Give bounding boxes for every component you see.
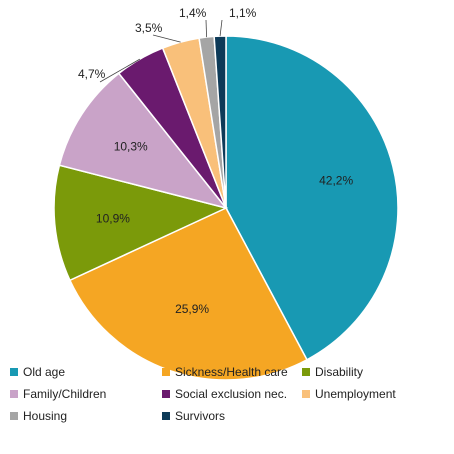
legend-swatch [10,367,18,376]
legend-item: Survivors [162,408,302,423]
legend-label: Housing [23,408,68,423]
leader-lines [99,19,223,83]
slice-label: 10,3% [114,139,148,153]
slice-label: 1,1% [229,6,257,20]
legend-item: Unemployment [302,386,450,401]
legend-label: Old age [23,364,66,379]
legend-item: Family/Children [10,386,162,401]
legend-item: Disability [302,364,450,379]
slice-label: 25,9% [175,302,209,316]
leader-line [205,19,207,38]
pie-slice-family-children [58,72,228,210]
legend-item: Social exclusion nec. [162,386,302,401]
legend-swatch [302,389,310,398]
leader-line [152,34,181,43]
legend-label: Disability [315,364,364,379]
legend-label: Unemployment [315,386,396,401]
pie-slices [53,35,399,381]
legend-item: Housing [10,408,162,423]
legend-item: Sickness/Health care [162,364,302,379]
legend-swatch [302,367,310,376]
slice-label: 4,7% [78,67,106,81]
slice-label: 1,4% [179,6,207,20]
legend: Old age Sickness/Health care Disability Fam… [10,364,450,423]
slice-label: 10,9% [96,211,130,225]
leader-line [99,58,141,83]
legend-swatch [10,389,18,398]
legend-swatch [162,411,170,420]
legend-swatch [10,411,18,420]
legend-swatch [162,367,170,376]
legend-item: Old age [10,364,162,379]
leader-line [219,19,223,37]
pie-slice-disability [53,164,229,282]
legend-label: Sickness/Health care [175,364,288,379]
slice-label: 42,2% [319,173,353,187]
slice-labels: 42,2% 25,9% 10,9% 10,3% 4,7% 3,5% 1,4% 1,1% [78,6,353,316]
pie-slice-sickness-health-care [68,207,308,381]
legend-swatch [162,389,170,398]
legend-label: Family/Children [23,386,107,401]
legend-label: Social exclusion nec. [175,386,288,401]
slice-label: 3,5% [135,21,163,35]
legend-label: Survivors [175,408,226,423]
pie-slice-old-age [225,35,399,361]
